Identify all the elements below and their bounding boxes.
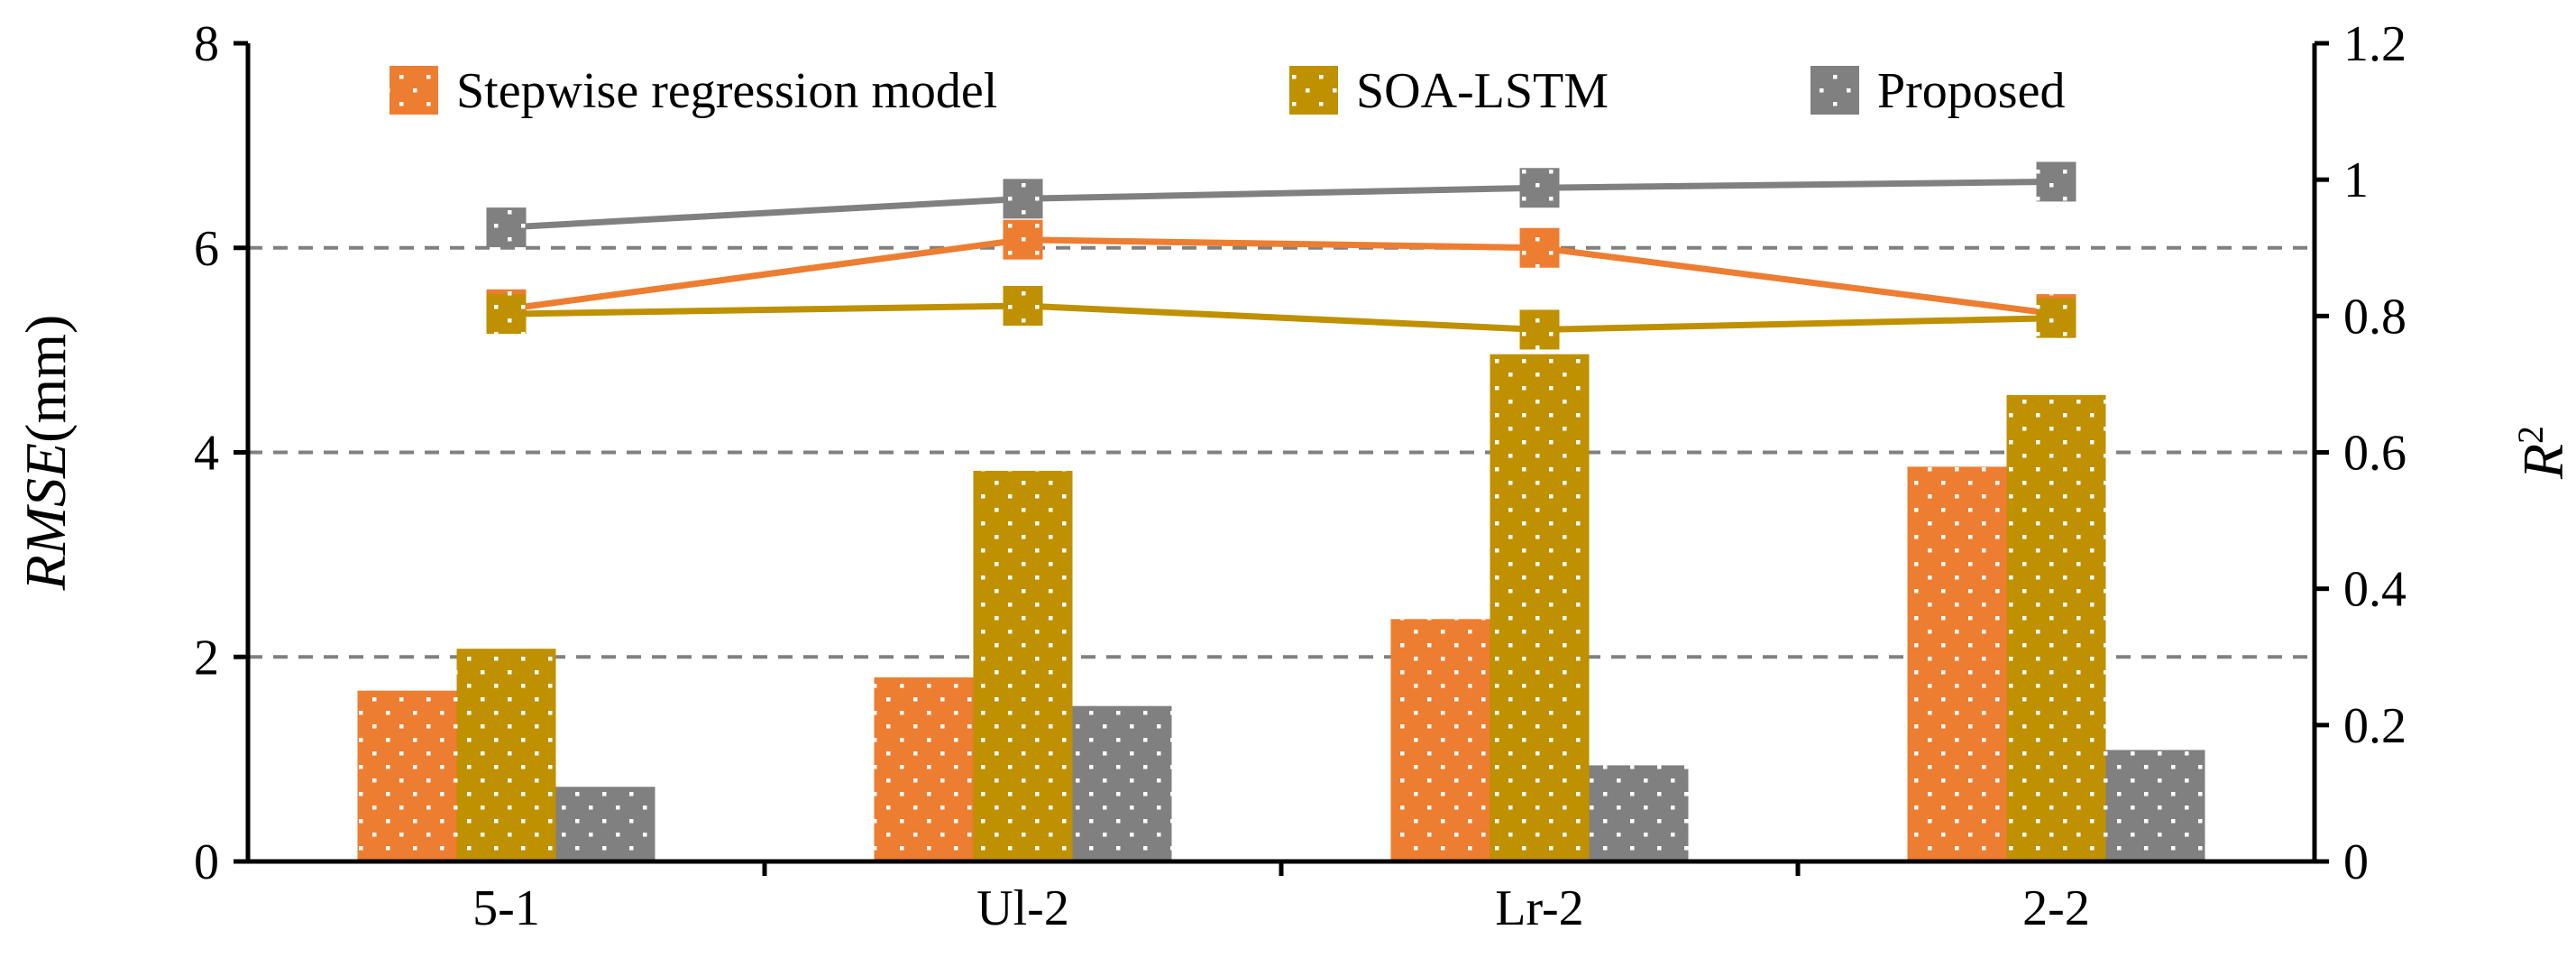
r2-line: [506, 178, 2057, 231]
bar-pattern: [357, 690, 457, 861]
bar-pattern: [1589, 765, 1689, 861]
bars: [357, 354, 2205, 861]
r2-marker-pattern: [2036, 161, 2076, 202]
r2-marker-pattern: [1003, 219, 1043, 260]
r2-marker-pattern: [486, 207, 527, 248]
bar-pattern: [2006, 395, 2106, 861]
r2-marker-pattern: [1003, 285, 1043, 326]
x-tick-label: Lr-2: [1495, 880, 1583, 936]
x-tick-label: 5-1: [472, 880, 540, 936]
right-axis-title-base: R: [2511, 444, 2575, 480]
left-axis-title: RMSE(mm): [14, 315, 78, 592]
axes: 0 2 4 6 8 0 0.2 0.4 0.6 0.8 1 1.2 5-1 Ul-2 Lr-2 2-2 RMSE…: [14, 16, 2575, 936]
r2-marker-pattern: [1519, 168, 1560, 208]
left-tick-label: 0: [194, 834, 219, 890]
r2-marker-pattern: [1519, 309, 1560, 350]
right-tick-label: 0.2: [2343, 698, 2406, 754]
x-tick-label: 2-2: [2022, 880, 2090, 936]
right-axis-title: R2: [2510, 426, 2575, 480]
right-axis-title-sup: 2: [2510, 426, 2551, 444]
bar-pattern: [1907, 466, 2007, 861]
right-tick-label: 1: [2343, 152, 2369, 208]
legend-label: Proposed: [1877, 63, 2065, 119]
r2-line: [506, 302, 2057, 333]
bar-pattern: [555, 787, 655, 861]
legend: Stepwise regression model SOA-LSTM Propose…: [390, 63, 2065, 119]
bar-pattern: [973, 470, 1073, 861]
bar-pattern: [2105, 750, 2205, 861]
right-tick-label: 0.6: [2343, 426, 2406, 482]
left-tick-label: 4: [194, 426, 219, 482]
right-tick-label: 0.4: [2343, 562, 2406, 618]
right-tick-label: 0: [2343, 834, 2369, 890]
legend-swatch-pattern: [1811, 66, 1859, 115]
r2-line: [506, 236, 2057, 318]
r2-lines: [486, 161, 2076, 350]
x-tick-label: Ul-2: [976, 880, 1069, 936]
bar-pattern: [1390, 619, 1490, 861]
left-axis-title-italic: RMSE: [14, 443, 78, 592]
bar-pattern: [1490, 354, 1590, 861]
legend-swatch-pattern: [390, 66, 438, 115]
left-tick-label: 8: [194, 16, 219, 72]
r2-marker-pattern: [1519, 227, 1560, 268]
right-tick-label: 1.2: [2343, 16, 2406, 72]
right-tick-label: 0.8: [2343, 289, 2406, 345]
left-tick-label: 6: [194, 221, 219, 277]
legend-label: SOA-LSTM: [1356, 63, 1609, 119]
left-axis-title-unit: (mm): [14, 315, 78, 443]
r2-marker-pattern: [1003, 179, 1043, 219]
r2-marker-pattern: [2036, 298, 2076, 338]
legend-swatch-pattern: [1289, 66, 1338, 115]
legend-label: Stepwise regression model: [456, 63, 997, 119]
bar-pattern: [1072, 705, 1172, 861]
bar-pattern: [456, 649, 556, 861]
left-tick-label: 2: [194, 630, 219, 686]
bar-pattern: [874, 677, 974, 861]
r2-marker-pattern: [486, 294, 527, 335]
